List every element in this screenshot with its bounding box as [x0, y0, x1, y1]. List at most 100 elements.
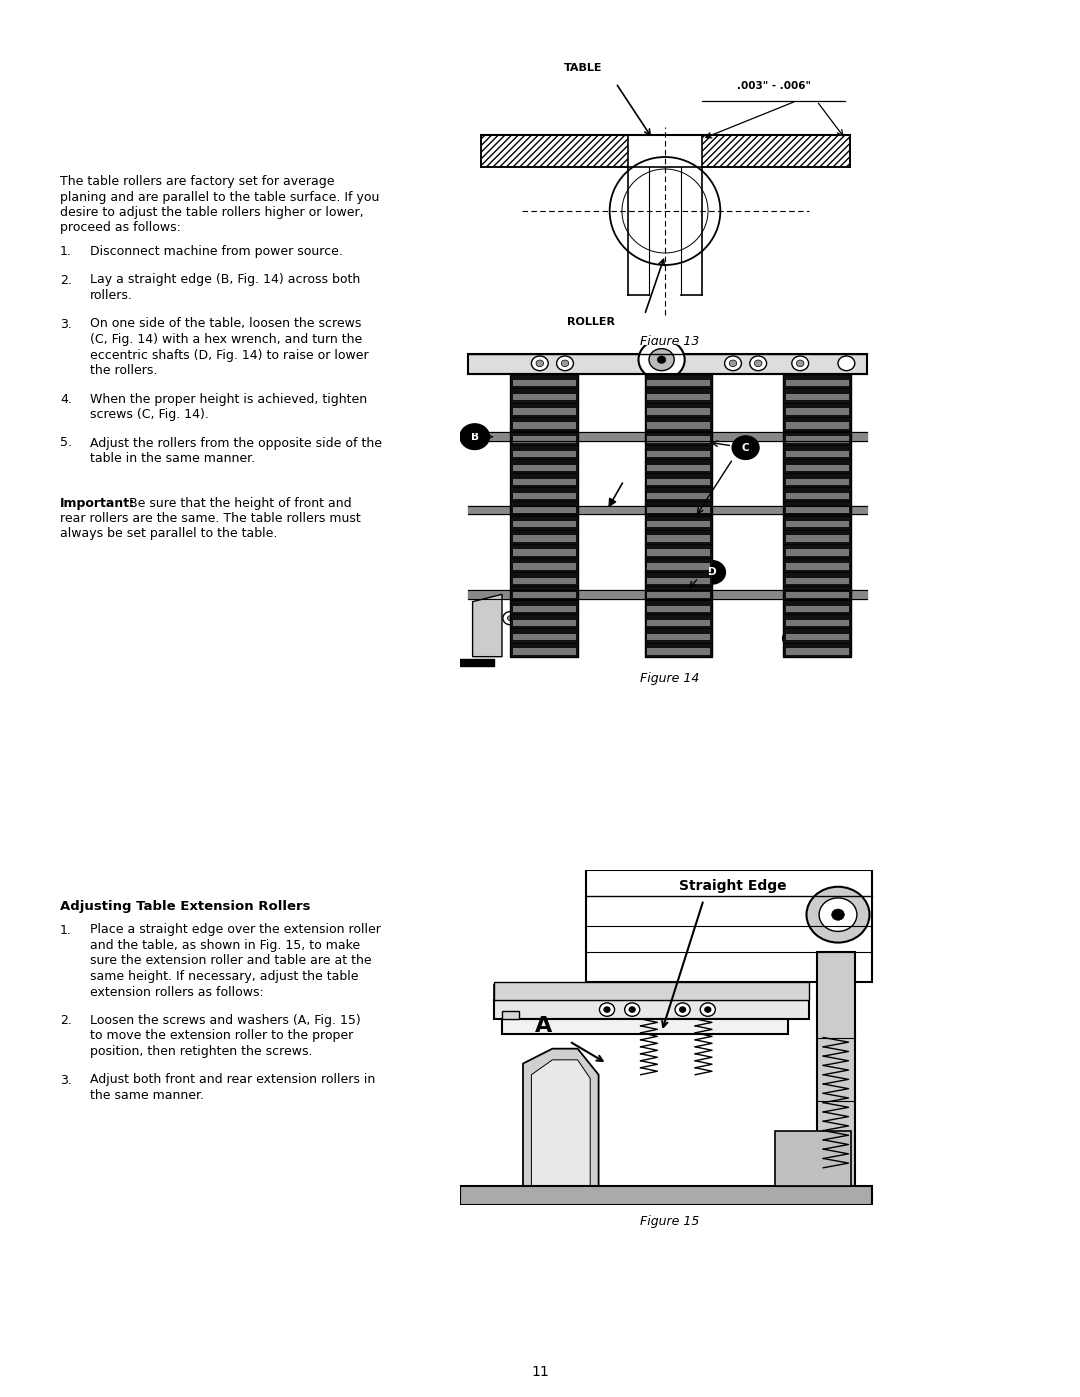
Bar	[785, 620, 849, 626]
Text: 1.: 1.	[60, 244, 72, 258]
Circle shape	[729, 360, 737, 366]
Bar	[645, 374, 712, 657]
Bar	[647, 394, 710, 401]
Bar	[513, 563, 576, 570]
Text: 11: 11	[531, 1365, 549, 1379]
Text: Figure 13: Figure 13	[640, 335, 700, 348]
Bar	[785, 394, 849, 401]
Text: Figure 15: Figure 15	[640, 1215, 700, 1228]
Bar	[647, 620, 710, 626]
Bar	[647, 408, 710, 415]
Bar	[785, 465, 849, 471]
Polygon shape	[494, 1000, 809, 1018]
Circle shape	[681, 630, 700, 647]
Bar	[647, 507, 710, 513]
Bar	[775, 1130, 851, 1186]
Circle shape	[553, 636, 561, 641]
Bar	[513, 620, 576, 626]
Circle shape	[658, 356, 665, 363]
Circle shape	[460, 423, 489, 450]
Polygon shape	[531, 1060, 590, 1186]
Circle shape	[783, 630, 801, 647]
Text: table in the same manner.: table in the same manner.	[90, 453, 255, 465]
Circle shape	[503, 612, 518, 624]
Polygon shape	[702, 136, 850, 168]
Bar	[647, 436, 710, 443]
Text: 3.: 3.	[60, 1073, 72, 1087]
Circle shape	[536, 360, 543, 366]
Text: rear rollers are the same. The table rollers must: rear rollers are the same. The table rol…	[60, 511, 361, 525]
Text: proceed as follows:: proceed as follows:	[60, 222, 180, 235]
Circle shape	[638, 339, 685, 380]
Bar	[785, 380, 849, 387]
Bar	[785, 634, 849, 640]
Text: Disconnect machine from power source.: Disconnect machine from power source.	[90, 244, 342, 258]
Bar	[785, 521, 849, 528]
Text: A: A	[536, 1016, 553, 1035]
Text: extension rollers as follows:: extension rollers as follows:	[90, 985, 264, 999]
Bar	[513, 380, 576, 387]
Text: Adjust the rollers from the opposite side of the: Adjust the rollers from the opposite sid…	[90, 436, 382, 450]
Text: Be sure that the height of front and: Be sure that the height of front and	[125, 496, 352, 510]
Circle shape	[673, 613, 685, 623]
Bar	[647, 535, 710, 542]
Text: 4.: 4.	[60, 393, 72, 405]
Text: same height. If necessary, adjust the table: same height. If necessary, adjust the ta…	[90, 970, 359, 983]
Bar	[647, 549, 710, 556]
Text: 5.: 5.	[60, 436, 72, 450]
Bar	[647, 451, 710, 457]
Circle shape	[675, 1003, 690, 1016]
Bar	[513, 408, 576, 415]
Bar	[647, 634, 710, 640]
Text: always be set parallel to the table.: always be set parallel to the table.	[60, 528, 278, 541]
Circle shape	[528, 636, 536, 641]
Circle shape	[705, 1007, 711, 1013]
Text: sure the extension roller and table are at the: sure the extension roller and table are …	[90, 954, 372, 968]
Text: Place a straight edge over the extension roller: Place a straight edge over the extension…	[90, 923, 381, 936]
Circle shape	[700, 1003, 715, 1016]
Circle shape	[699, 560, 726, 584]
Polygon shape	[473, 594, 502, 657]
Circle shape	[662, 636, 670, 641]
Text: Adjusting Table Extension Rollers: Adjusting Table Extension Rollers	[60, 900, 311, 914]
Text: the rollers.: the rollers.	[90, 365, 158, 377]
Bar	[513, 648, 576, 655]
Text: position, then retighten the screws.: position, then retighten the screws.	[90, 1045, 312, 1058]
Circle shape	[796, 360, 804, 366]
Bar	[785, 648, 849, 655]
Bar	[513, 465, 576, 471]
Text: On one side of the table, loosen the screws: On one side of the table, loosen the scr…	[90, 317, 362, 331]
Bar	[785, 507, 849, 513]
Circle shape	[832, 909, 845, 921]
Bar	[647, 493, 710, 499]
Text: B: B	[471, 432, 478, 441]
Polygon shape	[502, 1018, 787, 1034]
Circle shape	[792, 356, 809, 370]
Polygon shape	[523, 1049, 598, 1186]
Text: TABLE: TABLE	[564, 63, 603, 73]
Polygon shape	[586, 870, 872, 982]
Text: planing and are parallel to the table surface. If you: planing and are parallel to the table su…	[60, 190, 379, 204]
Bar	[785, 436, 849, 443]
Circle shape	[649, 349, 674, 370]
Text: 1.: 1.	[60, 923, 72, 936]
Text: 2.: 2.	[60, 1014, 72, 1027]
Bar	[513, 422, 576, 429]
Text: rollers.: rollers.	[90, 289, 133, 302]
Bar	[647, 465, 710, 471]
Bar	[647, 521, 710, 528]
Bar	[647, 648, 710, 655]
Bar	[513, 606, 576, 612]
Bar	[647, 380, 710, 387]
Circle shape	[490, 616, 497, 620]
Text: Important:: Important:	[60, 496, 135, 510]
Bar	[785, 563, 849, 570]
Bar	[513, 394, 576, 401]
Bar	[785, 535, 849, 542]
Circle shape	[599, 1003, 615, 1016]
Bar	[785, 549, 849, 556]
Bar	[647, 479, 710, 485]
Bar	[647, 606, 710, 612]
Bar	[816, 951, 854, 1194]
Text: C: C	[742, 443, 750, 453]
